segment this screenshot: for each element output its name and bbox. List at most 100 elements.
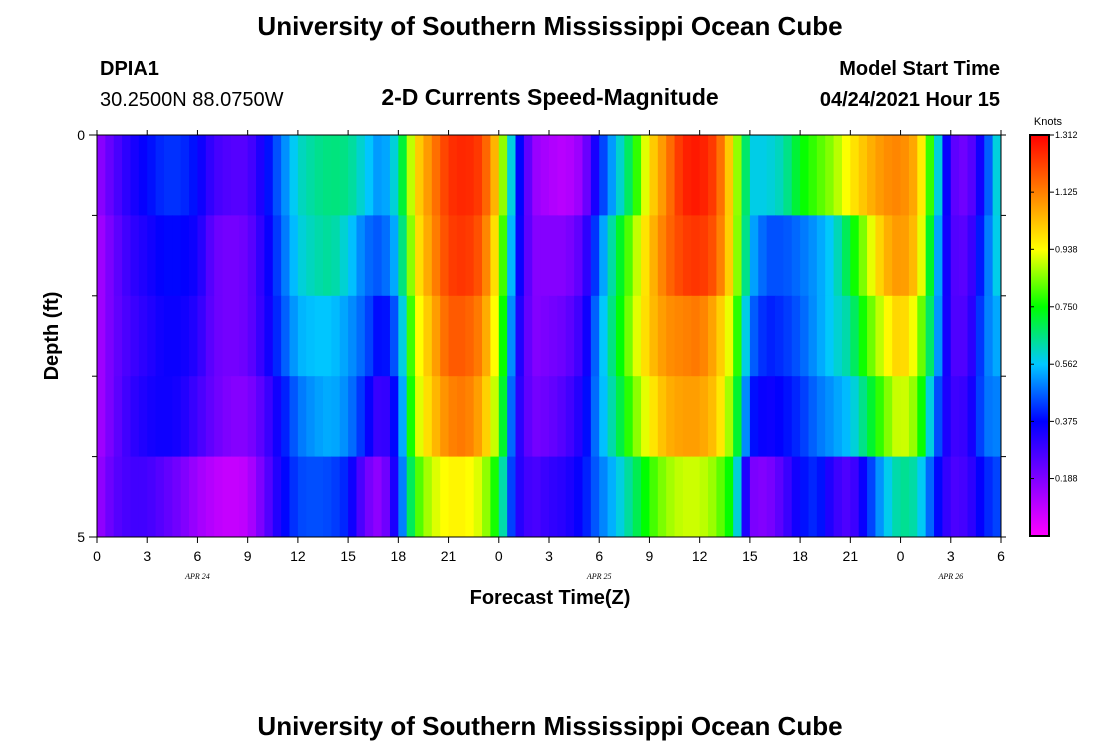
heatmap-cell [900,456,910,537]
heatmap-cell [256,456,266,537]
heatmap-cell [532,376,542,458]
heatmap-cell [205,376,215,458]
heatmap-cell [808,456,818,537]
heatmap-cell [440,135,450,216]
heatmap-cell [574,215,584,297]
heatmap-cell [741,215,751,297]
heatmap-cell [373,456,383,537]
heatmap-cell [272,456,282,537]
date-label: APR 24 [184,572,210,581]
heatmap-cell [657,215,667,297]
heatmap-cell [867,376,877,458]
heatmap-cell [825,456,835,537]
heatmap-cell [615,215,625,297]
heatmap-cell [574,135,584,216]
heatmap-cell [808,135,818,216]
heatmap-cell [373,135,383,216]
heatmap-cell [649,456,659,537]
colorbar-tick-label: 0.375 [1055,416,1078,426]
heatmap-cell [615,295,625,377]
heatmap-cell [105,456,115,537]
heatmap-cell [239,135,249,216]
heatmap-cell [624,295,634,377]
heatmap-cell [122,215,132,297]
heatmap-cell [549,376,558,458]
heatmap-cell [967,295,977,377]
heatmap-cell [758,135,768,216]
heatmap-cell [959,135,969,216]
heatmap-cell [883,135,893,216]
heatmap-cell [498,215,508,297]
heatmap-cell [942,215,952,297]
heatmap-cell [632,295,642,377]
heatmap-cell [574,295,584,377]
heatmap-cell [256,295,266,377]
x-tick-label: 9 [244,548,252,564]
heatmap-cell [306,456,316,537]
heatmap-cell [975,295,985,377]
x-tick-label: 15 [340,548,356,564]
heatmap-cell [900,295,910,377]
heatmap-cell [239,215,249,297]
heatmap-cell [582,295,592,377]
heatmap-cell [256,376,266,458]
heatmap-cell [523,376,533,458]
heatmap-cell [456,215,466,297]
heatmap-cell [172,295,182,377]
heatmap-cell [582,376,592,458]
heatmap-cell [197,456,207,537]
heatmap-cell [841,215,851,297]
heatmap-cell [632,215,642,297]
heatmap-cell [850,135,860,216]
heatmap-cell [339,215,349,297]
x-tick-label: 3 [143,548,151,564]
heatmap-cell [189,376,199,458]
heatmap-cell [649,215,659,297]
heatmap-cell [163,295,173,377]
heatmap-cell [264,376,274,458]
heatmap-cell [934,215,944,297]
heatmap-cell [272,215,282,297]
heatmap-cell [138,135,148,216]
heatmap-cell [465,456,475,537]
heatmap-cell [783,295,793,377]
heatmap-cell [214,135,224,216]
heatmap-cell [482,215,492,297]
heatmap-cell [222,456,232,537]
heatmap-cell [850,456,860,537]
heatmap-cell [122,376,132,458]
heatmap-cell [272,376,282,458]
heatmap-cell [431,215,441,297]
heatmap-cell [674,295,684,377]
heatmap-cell [699,215,709,297]
heatmap-cell [691,295,701,377]
heatmap-cell [791,456,801,537]
heatmap-cell [540,295,550,377]
heatmap-cell [256,135,266,216]
heatmap-cell [172,456,182,537]
heatmap-cell [775,215,784,297]
heatmap-cell [289,295,299,377]
heatmap-cell [105,215,115,297]
heatmap-cell [741,135,751,216]
heatmap-cell [783,135,793,216]
heatmap-cell [565,376,575,458]
heatmap-cell [163,215,173,297]
heatmap-cell [281,456,291,537]
model-start-label: Model Start Time [839,58,1000,80]
heatmap-cell [532,135,542,216]
heatmap-cell [908,456,918,537]
heatmap-cell [473,376,483,458]
heatmap-cell [992,295,1001,377]
heatmap-cell [699,135,709,216]
heatmap-cell [800,215,810,297]
heatmap-cell [825,135,835,216]
heatmap-cell [682,456,692,537]
heatmap-cell [113,215,123,297]
heatmap-cell [666,295,676,377]
heatmap-cell [850,215,860,297]
heatmap-cell [607,135,617,216]
x-tick-label: 6 [595,548,603,564]
heatmap-cell [925,456,935,537]
heatmap-cell [549,295,558,377]
